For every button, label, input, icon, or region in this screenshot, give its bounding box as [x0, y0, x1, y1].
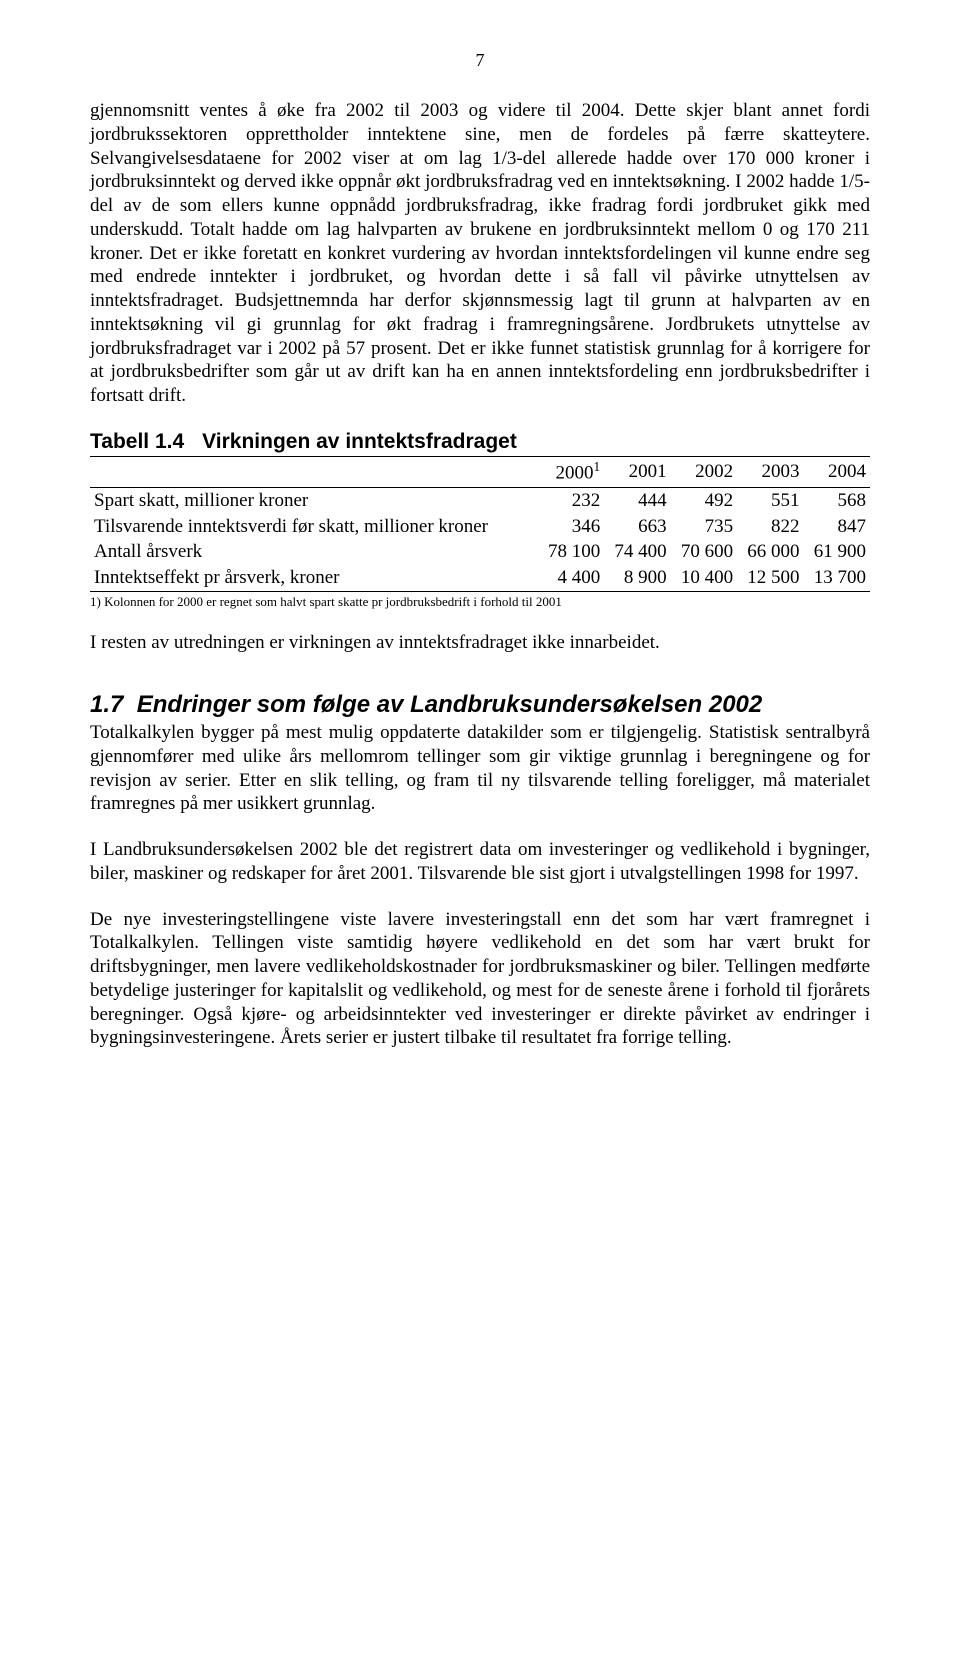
table-cell: Antall årsverk	[90, 539, 538, 565]
table-cell: 822	[737, 514, 803, 540]
table-header-cell: 20001	[538, 456, 604, 487]
table-cell: 10 400	[671, 565, 737, 591]
page-number: 7	[90, 50, 870, 71]
table-cell: 4 400	[538, 565, 604, 591]
table-row: Tilsvarende inntektsverdi før skatt, mil…	[90, 514, 870, 540]
table-row: Antall årsverk 78 100 74 400 70 600 66 0…	[90, 539, 870, 565]
paragraph: De nye investeringstellingene viste lave…	[90, 908, 870, 1051]
table-cell: 13 700	[804, 565, 871, 591]
paragraph: Totalkalkylen bygger på mest mulig oppda…	[90, 721, 870, 816]
table-header-cell: 2003	[737, 456, 803, 487]
data-table: 20001 2001 2002 2003 2004 Spart skatt, m…	[90, 456, 870, 592]
table-cell: 568	[804, 487, 871, 513]
table-number: Tabell 1.4	[90, 430, 184, 453]
table-cell: 61 900	[804, 539, 871, 565]
paragraph: I Landbruksundersøkelsen 2002 ble det re…	[90, 838, 870, 886]
table-footnote: 1) Kolonnen for 2000 er regnet som halvt…	[90, 594, 870, 610]
table-cell: 492	[671, 487, 737, 513]
section-heading: 1.7 Endringer som følge av Landbruksunde…	[90, 691, 870, 719]
section-title: Endringer som følge av Landbruksundersøk…	[137, 691, 763, 718]
table-cell: 346	[538, 514, 604, 540]
table-cell: 12 500	[737, 565, 803, 591]
table-cell: Inntektseffekt pr årsverk, kroner	[90, 565, 538, 591]
table-cell: 735	[671, 514, 737, 540]
table-cell: 70 600	[671, 539, 737, 565]
table-header-row: 20001 2001 2002 2003 2004	[90, 456, 870, 487]
table-row: Spart skatt, millioner kroner 232 444 49…	[90, 487, 870, 513]
table-cell: 444	[604, 487, 670, 513]
table-cell: 66 000	[737, 539, 803, 565]
table-cell: 232	[538, 487, 604, 513]
table-cell: 74 400	[604, 539, 670, 565]
table-cell: 847	[804, 514, 871, 540]
table-header-cell: 2002	[671, 456, 737, 487]
page: 7 gjennomsnitt ventes å øke fra 2002 til…	[0, 0, 960, 1110]
paragraph: I resten av utredningen er virkningen av…	[90, 631, 870, 655]
table-cell: Tilsvarende inntektsverdi før skatt, mil…	[90, 514, 538, 540]
table-header-cell: 2001	[604, 456, 670, 487]
table-cell: 663	[604, 514, 670, 540]
table-cell: 551	[737, 487, 803, 513]
paragraph: gjennomsnitt ventes å øke fra 2002 til 2…	[90, 99, 870, 408]
table-cell: 78 100	[538, 539, 604, 565]
table-cell: 8 900	[604, 565, 670, 591]
table-cell: Spart skatt, millioner kroner	[90, 487, 538, 513]
table-row: Inntektseffekt pr årsverk, kroner 4 400 …	[90, 565, 870, 591]
section-number: 1.7	[90, 691, 123, 718]
table-header-cell: 2004	[804, 456, 871, 487]
table-caption: Virkningen av inntektsfradraget	[202, 430, 517, 453]
table-title: Tabell 1.4 Virkningen av inntektsfradrage…	[90, 430, 870, 454]
table-header-cell	[90, 456, 538, 487]
